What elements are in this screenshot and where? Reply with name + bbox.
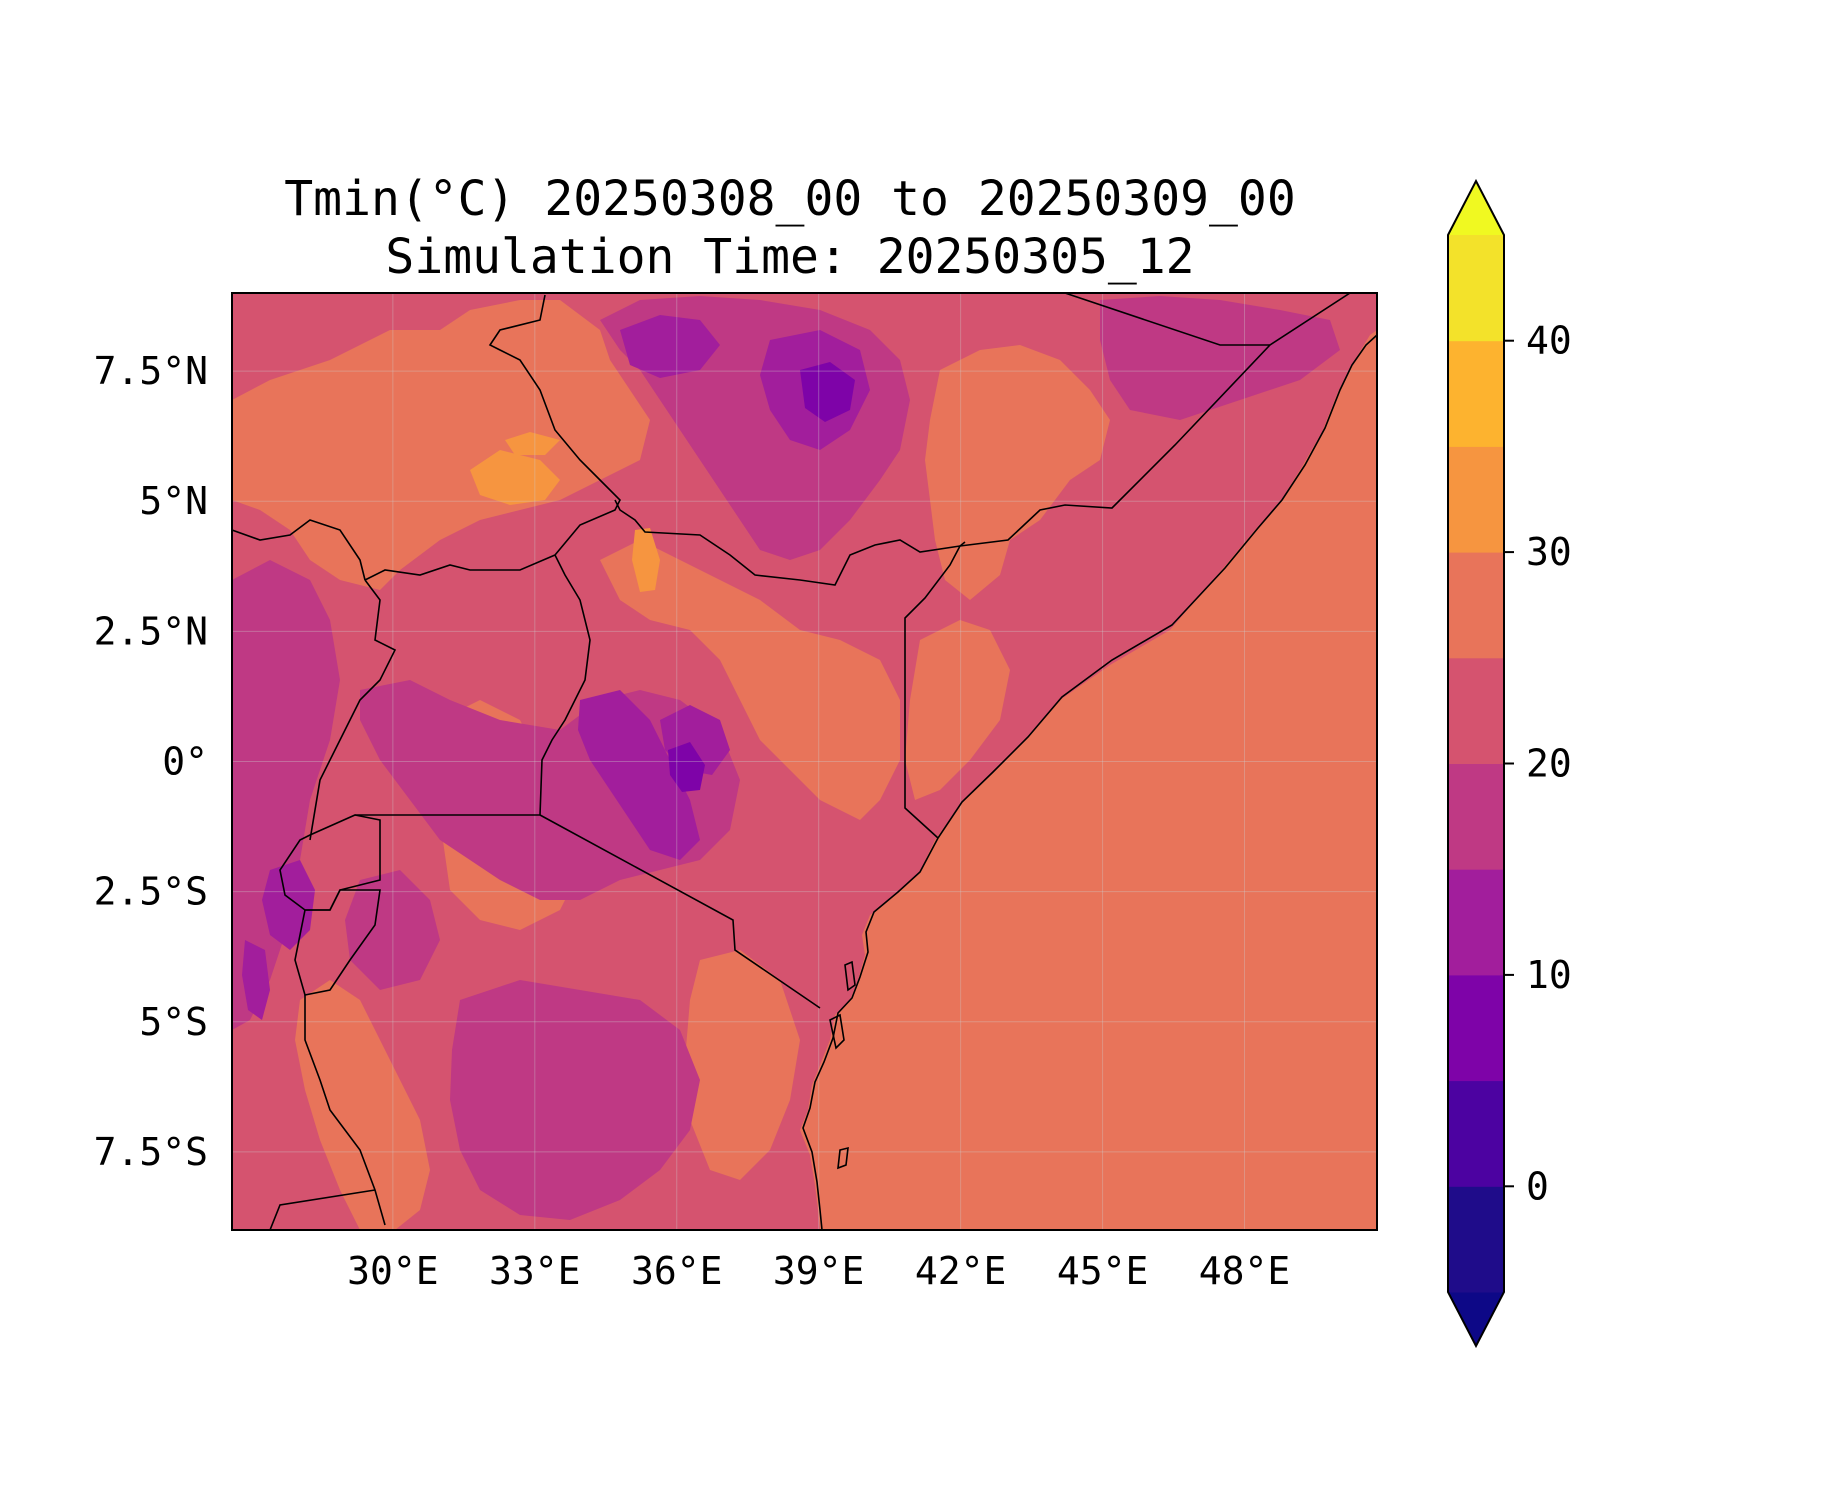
colorbar-band-6	[1448, 552, 1504, 659]
border-drc-sudan	[232, 519, 366, 581]
colorbar-band-5	[1448, 657, 1504, 764]
field-coldest-ethiopia	[800, 362, 855, 422]
colorbar-tick-label: 20	[1526, 742, 1572, 786]
longitude-tick-labels: 30°E 33°E 36°E 39°E 42°E 45°E 48°E	[347, 1249, 1290, 1293]
lon-tick-label: 48°E	[1199, 1249, 1291, 1293]
map-gridlines	[232, 293, 1377, 1230]
field-cool-ethiopia-east	[1100, 296, 1340, 420]
colorbar-band-7	[1448, 446, 1504, 553]
lat-tick-label: 2.5°N	[94, 609, 208, 653]
lon-tick-label: 39°E	[773, 1249, 865, 1293]
border-burundi	[294, 889, 381, 996]
title-line-2: Simulation Time: 20250305_12	[385, 229, 1195, 285]
colorbar-tick-label: 30	[1526, 530, 1572, 574]
colorbar-tick-label: 40	[1526, 319, 1572, 363]
field-cool-tanzania-south	[450, 980, 700, 1220]
field-cold-kenya-highlands	[578, 690, 700, 860]
border-south-sudan-north	[488, 294, 621, 556]
colorbar-band-1	[1448, 1080, 1504, 1187]
colorbar-band-0	[1448, 1186, 1504, 1293]
border-kenya-tanzania	[539, 814, 821, 1009]
border-kenya-ethiopia	[614, 499, 961, 586]
pemba	[844, 960, 856, 992]
field-cool-drc-east	[232, 560, 340, 1030]
colorbar-tick-label: 10	[1526, 953, 1572, 997]
title-line-1: Tmin(°C) 20250308_00 to 20250309_00	[284, 171, 1296, 227]
coastline-and-borders	[232, 293, 1377, 1230]
mafia	[837, 1146, 849, 1170]
colorbar-outline	[1447, 178, 1505, 1349]
field-cold-ethiopia	[620, 315, 720, 378]
field-hot-sudan-2	[505, 432, 560, 455]
map-frame	[231, 292, 1378, 1231]
field-warm-kenya-north	[600, 540, 900, 820]
border-drc-uganda	[309, 579, 397, 841]
field-cool-tanzania-west	[345, 870, 440, 990]
lat-tick-label: 0°	[162, 740, 208, 784]
coastline	[802, 334, 1377, 1230]
field-warm-rift-southwest	[295, 980, 430, 1230]
border-ethiopia-somalia	[959, 293, 1351, 547]
colorbar-band-9	[1448, 235, 1504, 342]
colorbar-band-3	[1448, 869, 1504, 976]
lat-tick-label: 7.5°N	[94, 349, 208, 393]
latitude-tick-labels: 7.5°N 5°N 2.5°N 0° 2.5°S 5°S 7.5°S	[94, 349, 208, 1174]
map-title: Tmin(°C) 20250308_00 to 20250309_00 Simu…	[230, 170, 1350, 286]
border-somaliland	[1064, 293, 1270, 346]
lon-tick-label: 42°E	[915, 1249, 1007, 1293]
border-tanzania-drc-lake	[304, 995, 386, 1226]
field-warm-ethiopia-east	[925, 345, 1110, 600]
lat-tick-label: 5°N	[139, 479, 208, 523]
field-ocean-25-30	[800, 330, 1377, 1230]
lon-tick-label: 33°E	[489, 1249, 581, 1293]
colorbar-extend-min	[1448, 1292, 1504, 1346]
colorbar-band-2	[1448, 974, 1504, 1082]
lon-tick-label: 45°E	[1057, 1249, 1149, 1293]
zanzibar	[829, 1013, 845, 1050]
colorbar: 0 10 20 30 40	[1447, 178, 1572, 1349]
border-south-sudan-uganda	[364, 554, 556, 581]
colorbar-extend-max	[1448, 181, 1504, 235]
field-warm-somalia-inland	[905, 620, 1010, 800]
lat-tick-label: 5°S	[139, 1000, 208, 1044]
colorbar-band-8	[1448, 340, 1504, 447]
field-warm-tanzania-coast	[685, 950, 800, 1180]
field-hot-turkana	[632, 528, 660, 592]
field-cold-drc-south	[242, 940, 270, 1020]
lat-tick-label: 2.5°S	[94, 870, 208, 914]
field-warm-sudan	[232, 300, 650, 590]
lon-tick-label: 36°E	[631, 1249, 723, 1293]
border-zambia-tanzania	[269, 1189, 376, 1230]
field-hot-sudan-1	[470, 450, 560, 505]
border-uganda-kenya	[539, 554, 591, 816]
temperature-field	[232, 293, 1377, 1230]
lon-tick-label: 30°E	[347, 1249, 439, 1293]
colorbar-segments	[1448, 181, 1504, 1346]
colorbar-band-4	[1448, 763, 1504, 870]
map-panel: 30°E 33°E 36°E 39°E 42°E 45°E 48°E 7.5°N 5°N 2.5…	[94, 292, 1378, 1293]
lat-tick-label: 7.5°S	[94, 1130, 208, 1174]
field-coldest-kenya	[668, 742, 705, 792]
colorbar-tick-labels: 0 10 20 30 40	[1504, 319, 1572, 1208]
colorbar-tick-label: 0	[1526, 1164, 1549, 1208]
